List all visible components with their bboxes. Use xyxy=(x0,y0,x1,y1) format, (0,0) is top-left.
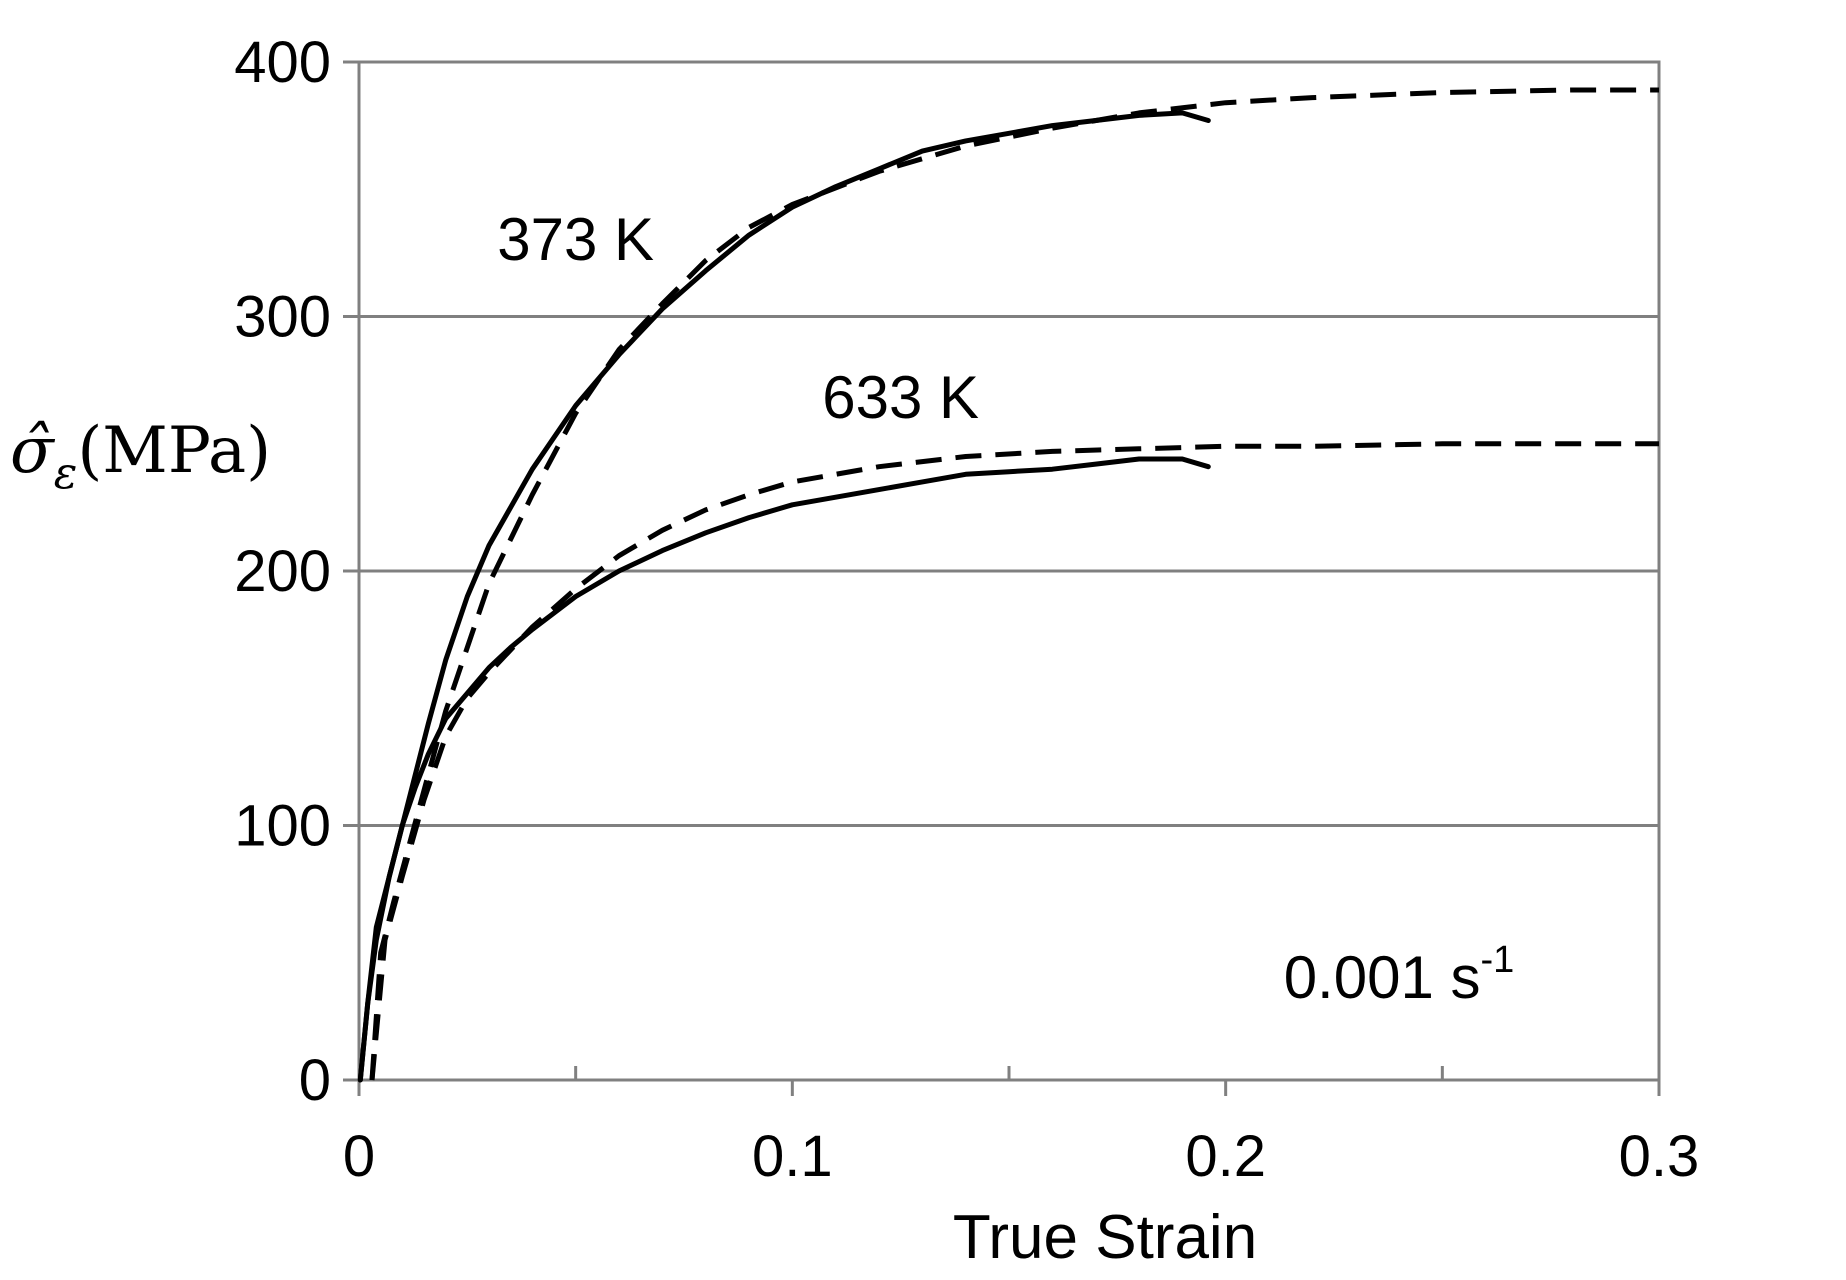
annotation-label: 633 K xyxy=(822,364,979,431)
y-tick-label: 200 xyxy=(234,539,331,604)
series-line-633k-dashed xyxy=(369,441,1659,1081)
annotation-label: 0.001 s-1 xyxy=(1284,939,1515,1011)
series-layer xyxy=(357,87,1659,1083)
y-tick-label: 400 xyxy=(234,30,331,95)
series-line-633k-solid xyxy=(357,456,1211,1083)
y-tick-label: 100 xyxy=(234,794,331,859)
annotations: 373 K 633 K 0.001 s-1 xyxy=(497,206,1514,1011)
y-tick-label: 0 xyxy=(299,1048,331,1113)
axis-ticks xyxy=(343,60,1661,1096)
x-tick-label: 0.1 xyxy=(752,1124,833,1189)
y-tick-labels: 0 100 200 300 400 xyxy=(234,30,331,1113)
y-tick-label: 300 xyxy=(234,285,331,350)
x-tick-labels: 0 0.1 0.2 0.3 xyxy=(343,1124,1699,1189)
y-axis-title: σ̂ε(MPa) xyxy=(10,414,271,499)
annotation-label: 373 K xyxy=(497,206,654,273)
x-tick-label: 0.3 xyxy=(1619,1124,1700,1189)
x-tick-label: 0.2 xyxy=(1185,1124,1266,1189)
x-axis-title: True Strain xyxy=(953,1203,1257,1272)
series-line-373k-dashed xyxy=(369,87,1659,1081)
y-axis-title-unit: (MPa) xyxy=(77,414,271,488)
y-axis-title-subscript: ε xyxy=(54,448,78,499)
y-axis-title-symbol: σ̂ xyxy=(10,414,56,488)
x-tick-label: 0 xyxy=(343,1124,375,1189)
